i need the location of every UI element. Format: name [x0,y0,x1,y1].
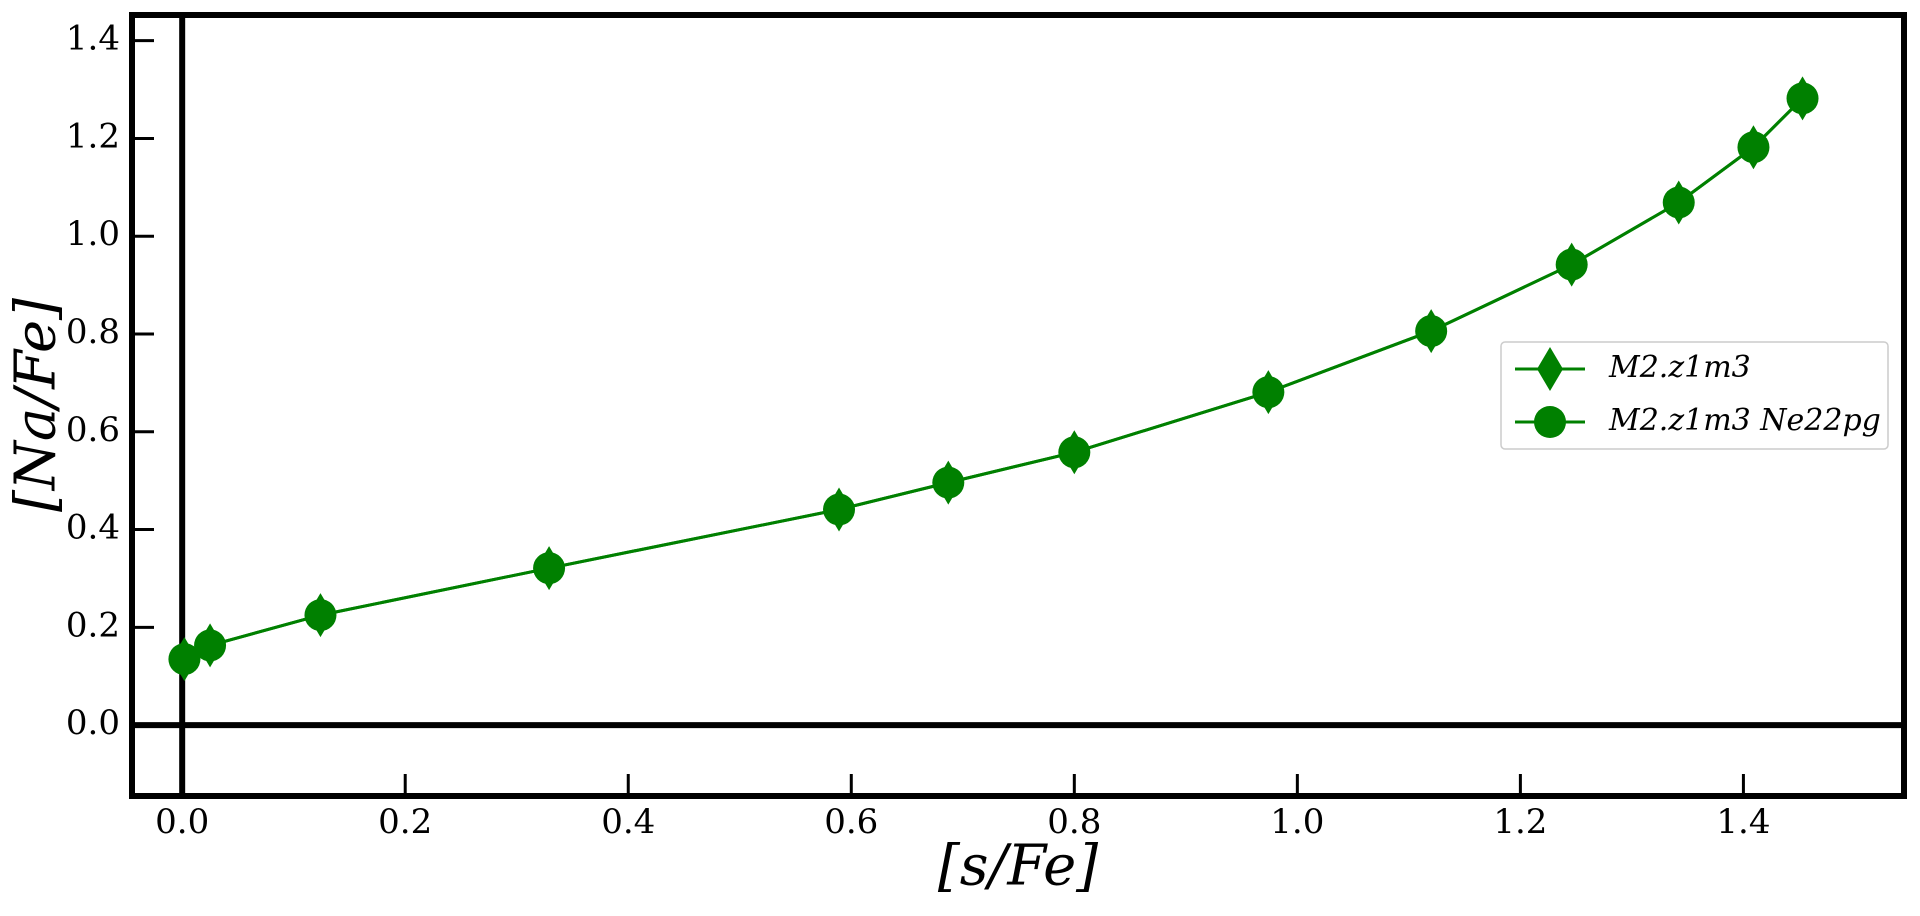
circle-marker [533,552,566,585]
circle-marker [1534,406,1566,438]
legend-box [1500,341,1889,450]
y-axis-label: [Na/Fe] [4,298,69,512]
circle-marker [304,599,337,632]
y-tick-label: 0.4 [66,508,120,548]
circle-marker [168,643,201,676]
diamond-marker [1537,347,1563,391]
circle-marker [194,629,227,662]
x-tick-label: 0.2 [378,802,432,842]
x-tick-label: 0.6 [824,802,878,842]
x-tick-label: 1.2 [1493,802,1547,842]
circle-marker [1252,376,1285,409]
circle-marker [1415,315,1448,348]
y-tick-label: 0.6 [66,410,120,450]
y-tick-label: 0.2 [66,605,120,645]
y-tick-label: 1.4 [66,19,120,59]
circle-marker [1737,131,1770,164]
x-tick-label: 0.0 [155,802,209,842]
y-tick-label: 1.2 [66,116,120,156]
circle-marker [932,466,965,499]
x-tick-label: 1.4 [1716,802,1770,842]
circle-marker [1786,82,1819,115]
x-tick-label: 0.8 [1047,802,1101,842]
legend: M2.z1m3 M2.z1m3 Ne22pg [1500,341,1889,450]
circle-marker [1662,186,1695,219]
plot-frame [129,12,1907,799]
x-tick-label: 1.0 [1270,802,1324,842]
x-axis-label: [s/Fe] [938,834,1098,899]
y-tick-label: 0.8 [66,312,120,352]
y-tick-label: 0.0 [66,703,120,743]
legend-label: M2.z1m3 [1608,350,1751,385]
x-tick-label: 0.4 [601,802,655,842]
legend-label: M2.z1m3 Ne22pg [1608,403,1881,438]
y-tick-label: 1.0 [66,214,120,254]
circle-marker [1058,436,1091,469]
circle-marker [823,493,856,526]
circle-marker [1555,248,1588,281]
